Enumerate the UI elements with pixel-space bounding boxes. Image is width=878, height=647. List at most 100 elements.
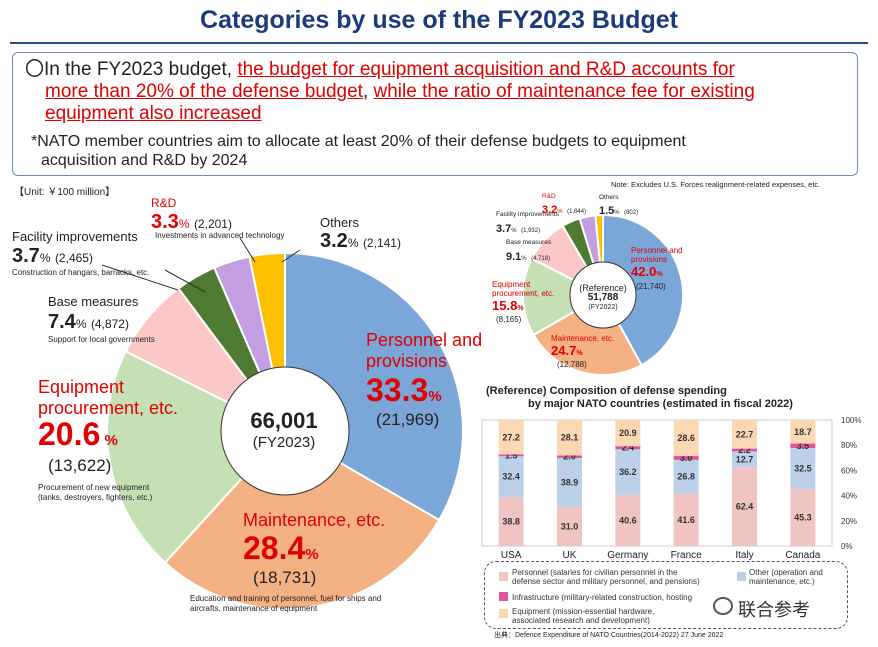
label-base: Base measures (48, 294, 139, 309)
bar-value-label: 28.6 (677, 433, 695, 443)
bar-value-label: 3.0 (680, 453, 693, 463)
nato-legend: Personnel (salaries for civilian personn… (484, 561, 848, 629)
realignment-note: Note: Excludes U.S. Forces realignment-r… (611, 180, 821, 189)
bar-segment-nato_other (557, 457, 582, 507)
amount-equipment: (13,622) (48, 456, 112, 475)
main-total-label: (FY2023) (252, 434, 316, 451)
ref-center-circle (569, 261, 637, 329)
ref-pct-facility: 3.7% (1,932) (496, 223, 541, 235)
nato-note-2: acquisition and R&D by 2024 (41, 152, 248, 169)
bar-segment-nato_infra (790, 443, 816, 448)
bullet-icon: 〇 (25, 59, 45, 80)
ref-amount-maintenance: (12,788) (557, 360, 587, 369)
bar-segment-nato_personnel (732, 467, 757, 546)
bar-segment-nato_equipment (615, 419, 641, 447)
ref-amount-personnel: (21,740) (636, 282, 666, 291)
ref-amount-equipment: (8,165) (496, 315, 522, 324)
nato-note-1: *NATO member countries aim to allocate a… (31, 133, 686, 150)
desc-facility: Construction of hangars, barracks, etc. (12, 268, 150, 277)
nato-bar-chart: 0% 20% 40% 60% 80% 100% 38.8 32.4 1.5 27.2 USA 31.0… (481, 416, 861, 561)
legend-swatch-other (737, 572, 746, 581)
bar-segment-nato_other (790, 447, 816, 489)
bar-value-label: 36.2 (619, 467, 637, 477)
bar-value-label: 2.0 (563, 452, 576, 462)
y-tick-label: 100% (841, 416, 861, 425)
bar-value-label: 3.5 (797, 441, 810, 451)
bar-value-label: 26.8 (677, 472, 695, 482)
bar-value-label: 18.7 (794, 427, 812, 437)
leader-line (101, 264, 179, 291)
legend-other: Other (operation and maintenance, etc.) (749, 568, 823, 586)
pct-maintenance: 28.4% (243, 530, 319, 566)
pct-base: 7.4% (4,872) (48, 311, 129, 333)
pct-personnel: 33.3% (366, 372, 442, 408)
ref-pie-center: (Reference) 51,788 (FY2022) (572, 283, 634, 313)
legend-infra: Infrastructure (military-related constru… (512, 593, 693, 602)
desc-equipment: Procurement of new equipment (tanks, des… (38, 483, 153, 502)
bar-segment-nato_infra (732, 448, 757, 452)
pct-others: 3.2% (2,141) (320, 230, 401, 252)
bar-value-label: 2.4 (622, 443, 635, 453)
label-rnd: R&D (151, 196, 177, 210)
bar-segment-nato_equipment (732, 420, 757, 449)
bar-value-label: 38.9 (561, 477, 579, 487)
bar-segment-nato_other (732, 451, 757, 468)
bar-value-label: 27.2 (502, 432, 520, 442)
leader-line (239, 237, 256, 263)
bar-value-label: 28.1 (561, 433, 579, 443)
legend-swatch-infra (499, 592, 508, 601)
main-pie-center: 66,001 (FY2023) (219, 408, 349, 451)
label-personnel: Personnel and provisions (366, 330, 483, 371)
bar-value-label: 12.7 (736, 454, 754, 464)
pct-equipment: 20.6 % (38, 416, 118, 452)
main-center-circle (220, 366, 350, 496)
ref-label-facility: Facility improvements (496, 211, 559, 218)
desc-base: Support for local governments (48, 335, 155, 344)
ref-slice-equipment (522, 257, 606, 337)
main-slice-maintenance (163, 429, 441, 610)
title-divider (10, 42, 868, 44)
bar-value-label: 22.7 (736, 429, 754, 439)
bar-segment-nato_infra (557, 455, 582, 458)
bar-value-label: 20.9 (619, 428, 637, 438)
summary-line-2: more than 20% of the defense budget, whi… (45, 81, 755, 102)
ref-pct-others: 1.5% (802) (599, 205, 639, 217)
label-others: Others (320, 215, 360, 230)
bar-segment-nato_equipment (557, 420, 582, 456)
bar-segment-nato_infra (615, 446, 641, 450)
bar-segment-nato_personnel (498, 497, 524, 546)
x-category-label: Canada (785, 550, 820, 561)
bar-value-label: 45.3 (794, 512, 812, 522)
bar-value-label: 38.8 (502, 517, 520, 527)
watermark: 联合参考 (738, 600, 810, 620)
ref-slice-personnel (602, 213, 684, 367)
amount-personnel: (21,969) (376, 410, 440, 429)
bar-segment-nato_personnel (673, 493, 699, 546)
unit-label: 【Unit: ￥100 million】 (14, 187, 116, 198)
nato-chart-title: (Reference) Composition of defense spend… (486, 385, 793, 410)
ref-label-personnel: Personnel and provisions (631, 246, 683, 264)
bar-segment-nato_equipment (498, 420, 524, 455)
pct-facility: 3.7% (2,465) (12, 245, 93, 267)
ref-label-equipment: Equipment procurement, etc. (492, 280, 555, 298)
legend-equipment: Equipment (mission-essential hardware, a… (512, 607, 655, 625)
ref-label-base: Base measures (506, 239, 552, 246)
ref-pct-maintenance: 24.7% (551, 343, 583, 358)
bar-segment-nato_infra (498, 454, 524, 457)
ref-total: 51,788 (587, 292, 619, 303)
summary-line-1: 〇In the FY2023 budget, the budget for eq… (25, 59, 735, 80)
bar-segment-nato_other (498, 456, 524, 498)
label-equipment: Equipment procurement, etc. (38, 377, 179, 418)
bar-value-label: 32.5 (794, 463, 812, 473)
main-pie-slices (101, 237, 464, 610)
bar-segment-nato_infra (673, 456, 699, 460)
y-tick-label: 40% (841, 492, 857, 501)
x-category-label: USA (501, 550, 522, 561)
label-facility: Facility improvements (12, 229, 138, 244)
ref-pct-rnd: 3.2% (1,644) (542, 204, 587, 216)
bar-segment-nato_personnel (557, 506, 582, 546)
amount-maintenance: (18,731) (253, 568, 317, 587)
bar-value-label: 41.6 (677, 515, 695, 525)
ref-pct-personnel: 42.0% (631, 264, 663, 279)
